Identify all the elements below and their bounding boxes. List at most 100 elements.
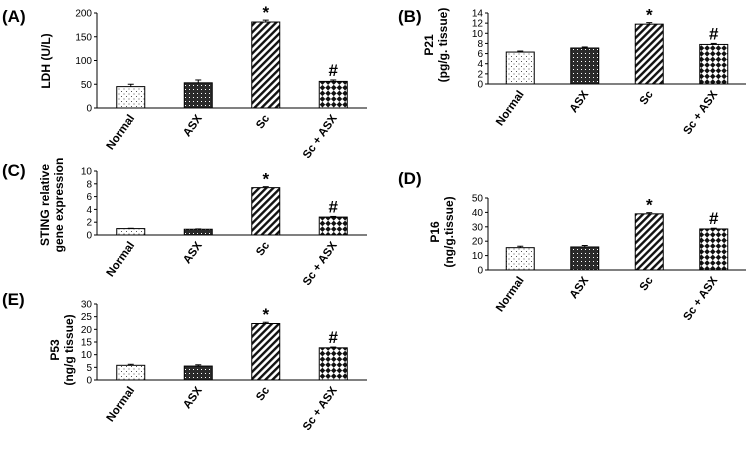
y-tick-label: 100 [75, 56, 92, 67]
y-tick-label: 0 [86, 231, 92, 242]
category-label: ASX [568, 275, 592, 302]
category-label: Sc [254, 384, 272, 403]
category-label: Normal [105, 113, 138, 152]
significance-star: * [262, 170, 269, 189]
category-label: Sc [254, 239, 272, 258]
category-label: ASX [568, 89, 592, 116]
bar-sc [251, 323, 281, 381]
bar-normal [505, 51, 535, 85]
panel-b-letter: (B) [398, 7, 422, 26]
y-tick-label: 4 [477, 59, 483, 70]
bar-sc [634, 23, 664, 85]
significance-hash: # [329, 61, 339, 80]
panel-a-ylabel: LDH (U/L) [39, 33, 53, 88]
panel-d: (D) P16 (ng/g.tissue) 0 10 20 30 40 50 Normal A… [398, 169, 746, 323]
y-tick-label: 30 [472, 222, 484, 233]
y-tick-label: 30 [81, 300, 93, 311]
y-tick-label: 2 [86, 218, 92, 229]
y-tick-label: 5 [86, 363, 92, 374]
bar-normal [116, 86, 146, 109]
panel-d-plot: 0 10 20 30 40 50 Normal ASX * Sc # Sc + ASX [472, 194, 746, 323]
bar-sc-asx [318, 80, 348, 109]
panel-c: (C) STING relative gene expression 0 2 4 6 8… [2, 158, 367, 288]
category-label: Sc [254, 112, 272, 131]
y-tick-label: 150 [75, 32, 92, 43]
panel-d-ylabel-line-1: P16 [428, 221, 442, 243]
y-tick-label: 200 [75, 9, 92, 20]
panel-c-ylabel: STING relative gene expression [38, 158, 66, 253]
y-tick-label: 8 [86, 179, 92, 190]
bar-asx [570, 47, 600, 85]
panel-d-ylabel: P16 (ng/g.tissue) [428, 196, 456, 267]
significance-hash: # [709, 24, 719, 43]
bar-sc-asx [699, 228, 729, 271]
bar-sc-asx [699, 43, 729, 85]
panel-a: (A) LDH (U/L) 0 50 100 150 200 Normal ASX * Sc # S… [2, 3, 367, 161]
significance-star: * [646, 6, 653, 25]
y-tick-label: 4 [86, 205, 92, 216]
panel-e-ylabel-line-1: P53 [48, 339, 62, 361]
category-label: Sc [638, 274, 656, 293]
panel-d-letter: (D) [398, 169, 422, 188]
y-tick-label: 25 [81, 312, 93, 323]
bar-normal [116, 364, 146, 381]
y-tick-label: 20 [81, 325, 93, 336]
significance-hash: # [329, 197, 339, 216]
panel-a-letter: (A) [2, 7, 26, 26]
y-tick-label: 2 [477, 69, 483, 80]
panel-b-ylabel-line-1: P21 [422, 34, 436, 56]
panel-e-letter: (E) [2, 290, 25, 309]
significance-star: * [646, 196, 653, 215]
bar-sc-asx [318, 216, 348, 236]
panel-a-ylabel-line: LDH (U/L) [39, 33, 53, 88]
y-tick-label: 14 [472, 9, 484, 20]
significance-hash: # [709, 209, 719, 228]
y-tick-label: 12 [472, 19, 484, 30]
y-tick-label: 0 [86, 376, 92, 387]
y-tick-label: 0 [86, 104, 92, 115]
category-label: ASX [181, 113, 205, 140]
panel-c-letter: (C) [2, 161, 26, 180]
panel-a-plot: 0 50 100 150 200 Normal ASX * Sc # Sc + ASX [75, 3, 367, 161]
category-label: ASX [181, 240, 205, 267]
significance-hash: # [329, 328, 339, 347]
bar-sc [251, 187, 281, 236]
y-tick-label: 10 [81, 167, 93, 178]
panel-c-plot: 0 2 4 6 810 Normal ASX * Sc # Sc + ASX [81, 167, 367, 288]
bar-normal [505, 247, 535, 271]
category-label: Normal [494, 275, 527, 314]
panel-e-ylabel-line-2: (ng/g tissue) [62, 314, 76, 385]
y-tick-label: 0 [477, 80, 483, 91]
category-label: Sc + ASX [301, 240, 340, 288]
category-label: Sc + ASX [301, 385, 340, 433]
panel-d-ylabel-line-2: (ng/g.tissue) [442, 196, 456, 267]
significance-star: * [262, 3, 269, 22]
panel-c-ylabel-line-1: STING relative [38, 164, 52, 246]
category-label: Sc [638, 88, 656, 107]
category-label: Normal [105, 385, 138, 424]
bar-asx [183, 228, 213, 236]
y-tick-label: 10 [472, 251, 484, 262]
y-tick-label: 15 [81, 338, 93, 349]
y-tick-label: 50 [81, 80, 93, 91]
panel-c-ylabel-line-2: gene expression [52, 158, 66, 253]
panel-e-ylabel: P53 (ng/g tissue) [48, 314, 76, 385]
y-tick-label: 8 [477, 39, 483, 50]
y-tick-label: 6 [477, 49, 483, 60]
category-label: Normal [105, 240, 138, 279]
category-label: Sc + ASX [301, 113, 340, 161]
bar-asx [183, 365, 213, 381]
category-label: Sc + ASX [681, 89, 720, 137]
y-tick-label: 10 [472, 29, 484, 40]
y-tick-label: 10 [81, 350, 93, 361]
bar-sc-asx [318, 347, 348, 381]
y-tick-label: 40 [472, 208, 484, 219]
panel-b-ylabel: P21 (pg/g. tissue) [422, 8, 450, 83]
y-tick-label: 50 [472, 194, 484, 205]
category-label: Sc + ASX [681, 275, 720, 323]
